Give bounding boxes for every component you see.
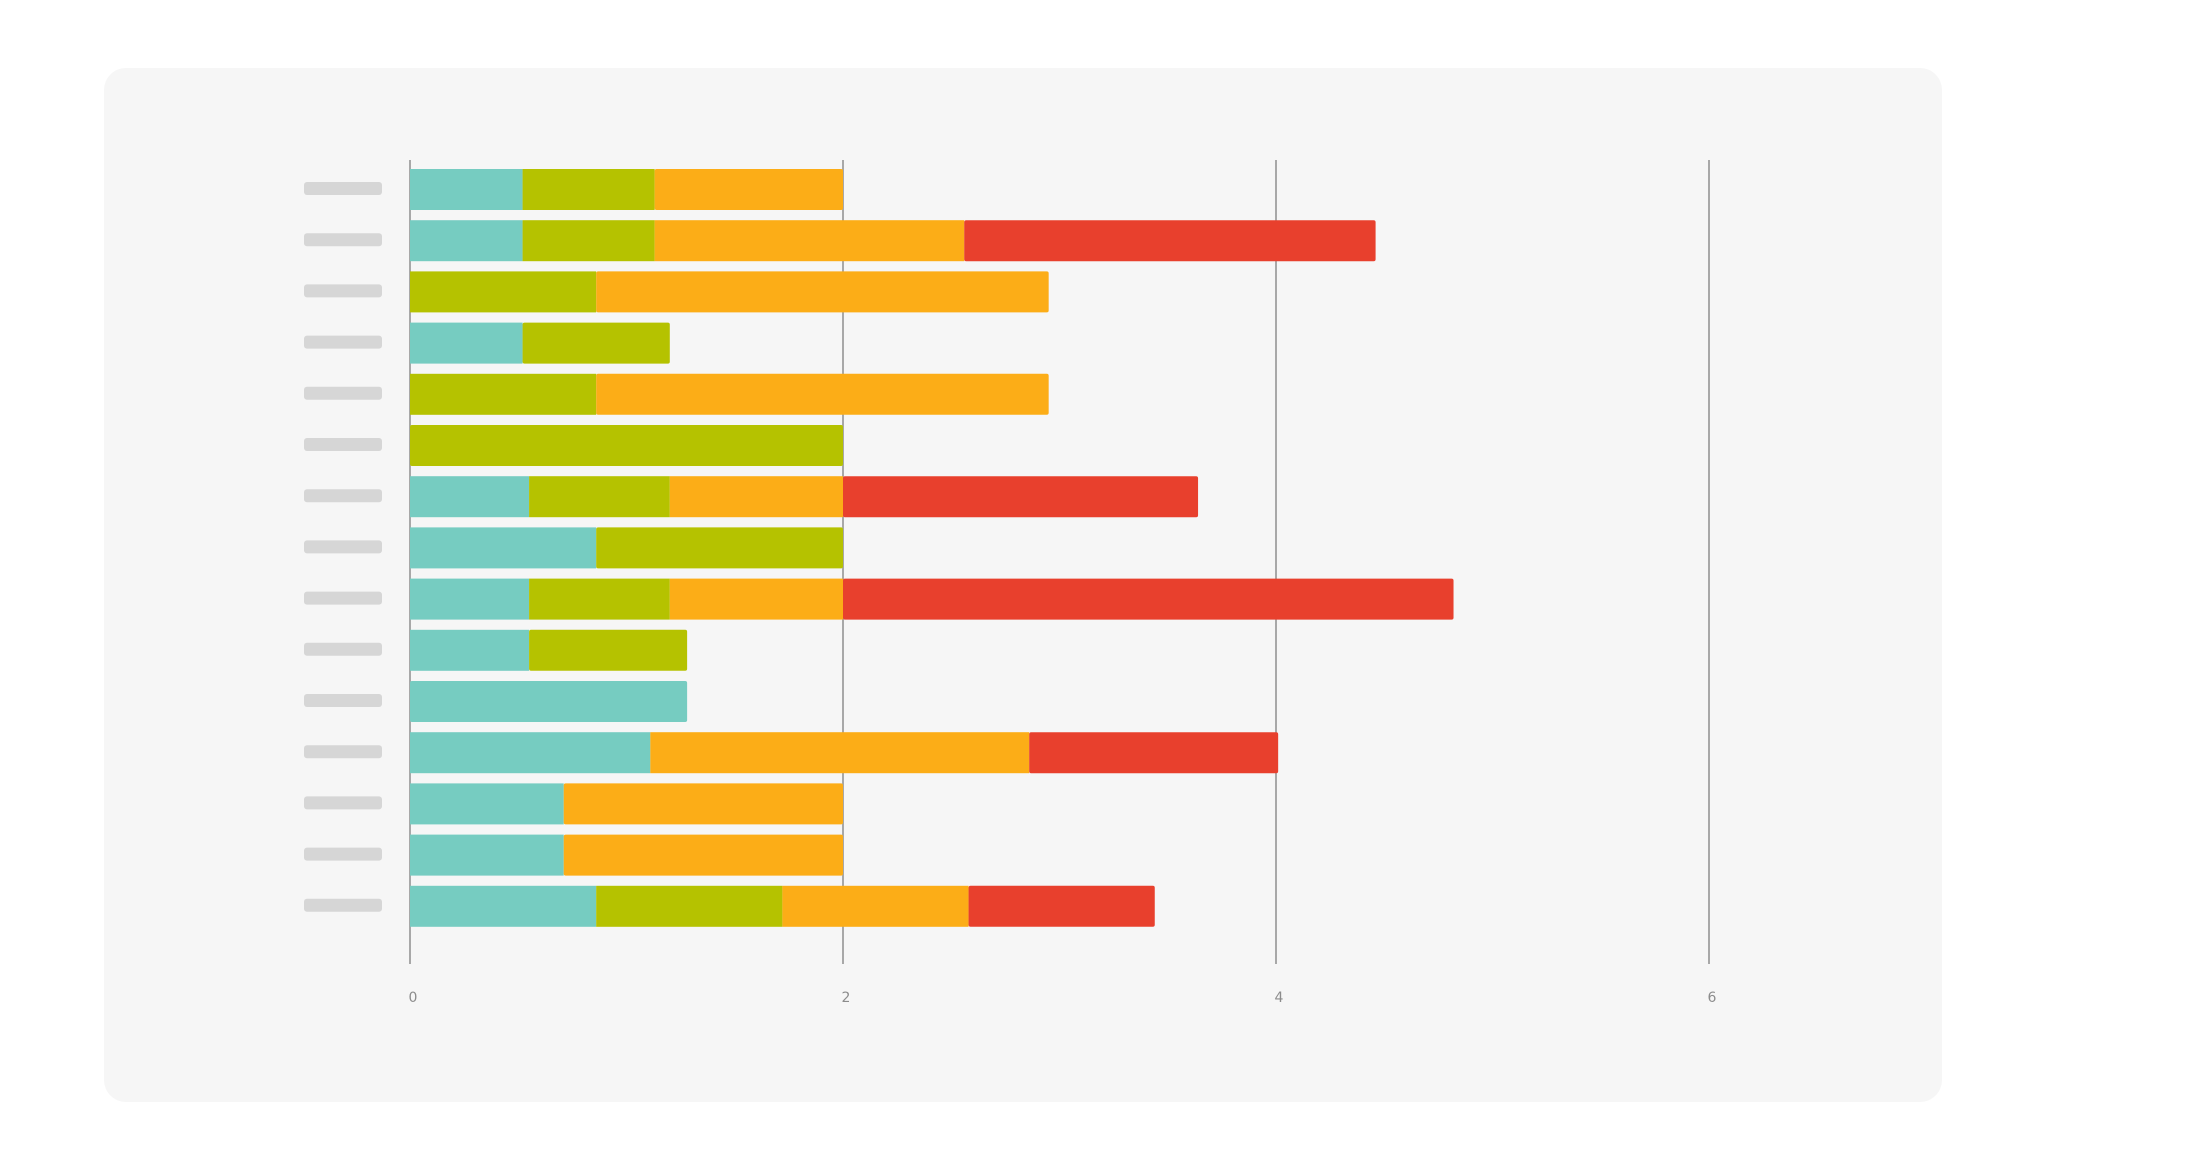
bar-row-5-series-3	[596, 373, 1049, 415]
category-labels	[304, 182, 382, 912]
bar-row-12-series-3	[650, 732, 1030, 774]
category-label-10	[304, 642, 382, 656]
x-tick-label-2: 2	[842, 990, 851, 1006]
category-label-14	[304, 847, 382, 861]
stacked-bar-chart: 0 2 4 6	[304, 160, 1717, 1006]
bar-row-4-series-1	[410, 322, 523, 364]
bar-row-8-series-1	[410, 527, 597, 569]
bar-row-9-series-3	[669, 578, 843, 620]
category-label-3	[304, 284, 382, 298]
bar-row-11-series-1	[410, 681, 688, 722]
bar-row-15-series-4	[968, 885, 1155, 927]
bar-row-14-series-3	[563, 834, 843, 876]
bar-row-13-series-3	[563, 783, 843, 825]
category-label-7	[304, 489, 382, 503]
bar-row-10-series-2	[529, 629, 688, 671]
bar-row-1-series-3	[654, 169, 843, 210]
bar-row-5-series-2	[410, 373, 597, 415]
category-label-15	[304, 898, 382, 912]
bar-row-7-series-3	[669, 476, 843, 518]
category-label-5	[304, 386, 382, 400]
bar-row-10-series-1	[410, 629, 530, 671]
bar-row-12-series-1	[410, 732, 651, 774]
bar-row-7-series-1	[410, 476, 530, 518]
bar-row-6-series-2	[410, 425, 843, 466]
bar-row-15-series-2	[596, 885, 783, 927]
x-axis-ticks: 0 2 4 6	[409, 990, 1717, 1006]
bar-row-15-series-3	[782, 885, 969, 927]
bars	[410, 169, 1454, 927]
x-tick-label-6: 6	[1708, 990, 1717, 1006]
bar-row-4-series-2	[522, 322, 670, 364]
category-label-6	[304, 438, 382, 451]
category-label-8	[304, 540, 382, 554]
bar-row-9-series-4	[843, 578, 1454, 620]
bar-row-9-series-2	[529, 578, 670, 620]
bar-row-8-series-2	[596, 527, 843, 569]
bar-row-3-series-2	[410, 271, 597, 313]
bar-row-7-series-2	[529, 476, 670, 518]
bar-row-2-series-3	[654, 220, 965, 262]
category-label-4	[304, 335, 382, 349]
bar-row-12-series-4	[1029, 732, 1279, 774]
category-label-2	[304, 233, 382, 247]
bar-row-14-series-1	[410, 834, 564, 876]
bar-row-2-series-2	[522, 220, 655, 262]
bar-row-7-series-4	[843, 476, 1199, 518]
category-label-11	[304, 694, 382, 707]
category-label-13	[304, 796, 382, 810]
bar-row-1-series-1	[410, 169, 523, 210]
bar-row-2-series-1	[410, 220, 523, 262]
category-label-12	[304, 745, 382, 759]
bar-row-9-series-1	[410, 578, 530, 620]
chart-card: 0 2 4 6	[104, 68, 1942, 1102]
bar-row-1-series-2	[522, 169, 655, 210]
bar-row-15-series-1	[410, 885, 597, 927]
bar-row-2-series-4	[964, 220, 1376, 262]
bar-row-13-series-1	[410, 783, 564, 825]
bar-row-3-series-3	[596, 271, 1049, 313]
category-label-9	[304, 591, 382, 605]
x-tick-label-0: 0	[409, 990, 418, 1006]
x-tick-label-4: 4	[1275, 990, 1284, 1006]
category-label-1	[304, 182, 382, 195]
